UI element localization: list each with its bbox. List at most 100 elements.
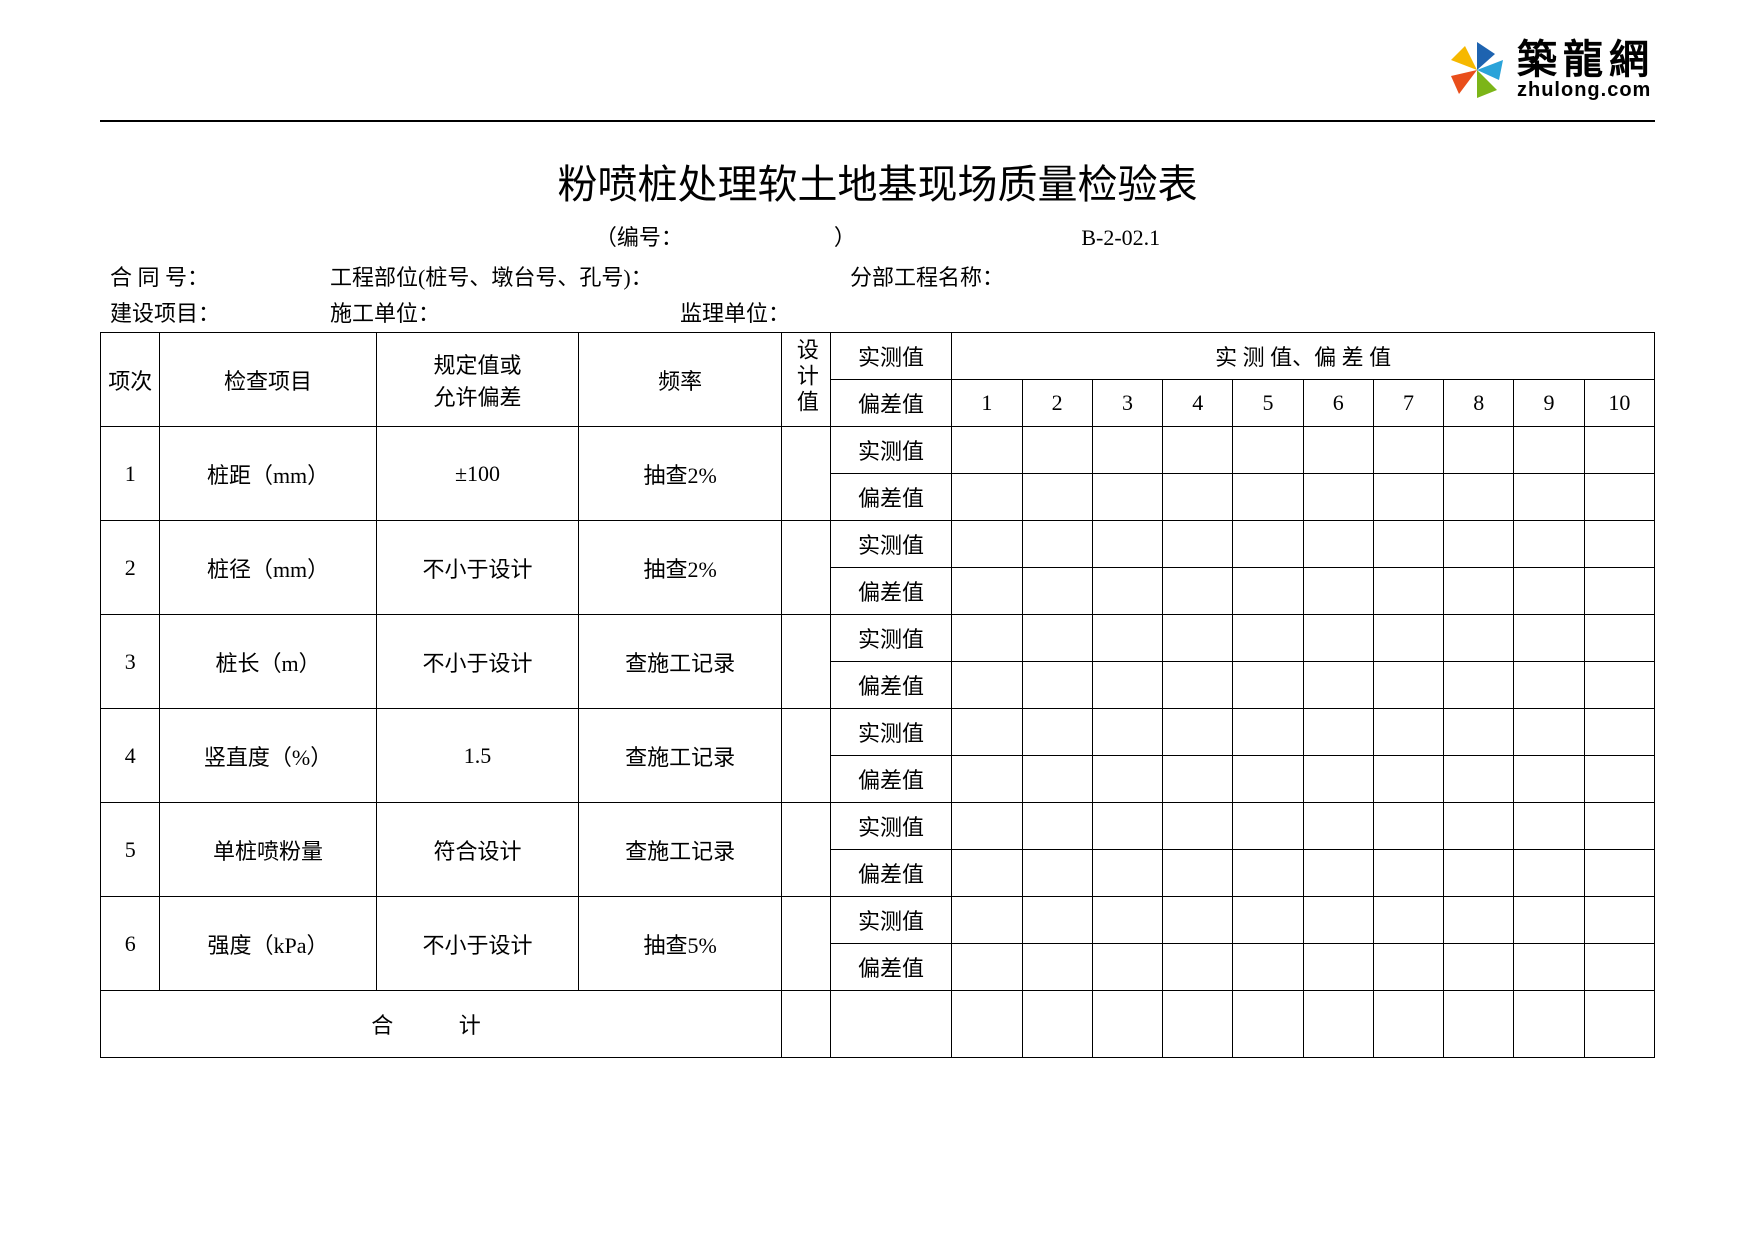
- cell-measured-label: 实测值: [830, 897, 952, 944]
- th-index: 项次: [101, 333, 160, 427]
- cell-deviation-label: 偏差值: [830, 662, 952, 709]
- data-cell: [1092, 615, 1162, 662]
- data-cell: [1092, 991, 1162, 1058]
- data-cell: [1303, 568, 1373, 615]
- table-row: 6强度（kPa）不小于设计抽查5%实测值: [101, 897, 1655, 944]
- data-cell: [1373, 756, 1443, 803]
- data-cell: [1514, 944, 1584, 991]
- data-cell: [1163, 897, 1233, 944]
- data-cell: [1092, 662, 1162, 709]
- data-cell: [1233, 709, 1303, 756]
- subtitle-row: （编号： ） B-2-02.1: [100, 220, 1655, 252]
- data-cell: [1022, 991, 1092, 1058]
- data-cell: [952, 615, 1022, 662]
- data-cell: [1303, 662, 1373, 709]
- data-cell: [952, 521, 1022, 568]
- cell-index: 2: [101, 521, 160, 615]
- data-cell: [1514, 991, 1584, 1058]
- data-cell: [1373, 427, 1443, 474]
- data-cell: [1163, 944, 1233, 991]
- data-cell: [952, 709, 1022, 756]
- data-cell: [1092, 756, 1162, 803]
- data-cell: [1584, 897, 1654, 944]
- inspection-table: 项次 检查项目 规定值或 允许偏差 频率 设计值 实测值 实 测 值、偏 差 值…: [100, 332, 1655, 1058]
- cell-item: 强度（kPa）: [160, 897, 376, 991]
- cell-deviation-label: 偏差值: [830, 474, 952, 521]
- cell-item: 桩径（mm）: [160, 521, 376, 615]
- data-cell: [1373, 944, 1443, 991]
- data-cell: [1584, 850, 1654, 897]
- cell-index: 1: [101, 427, 160, 521]
- data-cell: [1514, 709, 1584, 756]
- table-row: 5单桩喷粉量符合设计查施工记录实测值: [101, 803, 1655, 850]
- data-cell: [1233, 991, 1303, 1058]
- data-cell: [1584, 709, 1654, 756]
- cell-freq: 查施工记录: [579, 803, 782, 897]
- data-cell: [1514, 756, 1584, 803]
- data-cell: [1092, 474, 1162, 521]
- data-cell: [1303, 897, 1373, 944]
- cell-freq: 抽查2%: [579, 427, 782, 521]
- table-body: 1桩距（mm）±100抽查2%实测值偏差值2桩径（mm）不小于设计抽查2%实测值…: [101, 427, 1655, 1058]
- data-cell: [1514, 615, 1584, 662]
- data-cell: [1584, 568, 1654, 615]
- data-cell: [1233, 850, 1303, 897]
- data-cell: [1584, 756, 1654, 803]
- data-cell: [1022, 897, 1092, 944]
- data-cell: [1022, 474, 1092, 521]
- data-cell: [1514, 474, 1584, 521]
- data-cell: [1163, 474, 1233, 521]
- table-row: 2桩径（mm）不小于设计抽查2%实测值: [101, 521, 1655, 568]
- data-cell: [1022, 568, 1092, 615]
- data-cell: [1444, 521, 1514, 568]
- cell-index: 6: [101, 897, 160, 991]
- data-cell: [1163, 850, 1233, 897]
- data-cell: [1584, 991, 1654, 1058]
- th-freq: 频率: [579, 333, 782, 427]
- cell-item: 竖直度（%）: [160, 709, 376, 803]
- cell-design: [782, 803, 831, 897]
- data-cell: [1163, 709, 1233, 756]
- data-cell: [952, 568, 1022, 615]
- cell-index: 5: [101, 803, 160, 897]
- data-cell: [1584, 427, 1654, 474]
- data-cell: [1444, 803, 1514, 850]
- th-item: 检查项目: [160, 333, 376, 427]
- data-cell: [1233, 568, 1303, 615]
- data-cell: [1163, 521, 1233, 568]
- data-cell: [1233, 427, 1303, 474]
- data-cell: [1303, 944, 1373, 991]
- cell-spec: 符合设计: [376, 803, 579, 897]
- project-label: 建设项目：: [110, 296, 330, 328]
- cell-design: [782, 427, 831, 521]
- sum-row: 合 计: [101, 991, 1655, 1058]
- data-cell: [1584, 944, 1654, 991]
- data-cell: [1373, 662, 1443, 709]
- data-cell: [952, 897, 1022, 944]
- data-cell: [1373, 803, 1443, 850]
- data-cell: [1163, 427, 1233, 474]
- data-cell: [1373, 474, 1443, 521]
- cell-measured-label: 实测值: [830, 803, 952, 850]
- data-cell: [1092, 944, 1162, 991]
- data-cell: [952, 474, 1022, 521]
- data-cell: [1163, 756, 1233, 803]
- data-cell: [1584, 615, 1654, 662]
- data-cell: [1233, 756, 1303, 803]
- pinwheel-icon: [1447, 40, 1507, 100]
- data-cell: [1584, 662, 1654, 709]
- numbering-label: （编号：: [595, 225, 683, 250]
- data-cell: [952, 850, 1022, 897]
- data-cell: [1022, 662, 1092, 709]
- contract-no-label: 合 同 号：: [110, 260, 330, 292]
- cell-item: 桩距（mm）: [160, 427, 376, 521]
- cell-measured-label: 实测值: [830, 615, 952, 662]
- data-cell: [1303, 615, 1373, 662]
- cell-design: [782, 615, 831, 709]
- data-cell: [1092, 803, 1162, 850]
- table-row: 1桩距（mm）±100抽查2%实测值: [101, 427, 1655, 474]
- cell-design: [782, 521, 831, 615]
- cell-measured-label: 实测值: [830, 709, 952, 756]
- brand-name-en: zhulong.com: [1517, 80, 1655, 100]
- cell-freq: 查施工记录: [579, 709, 782, 803]
